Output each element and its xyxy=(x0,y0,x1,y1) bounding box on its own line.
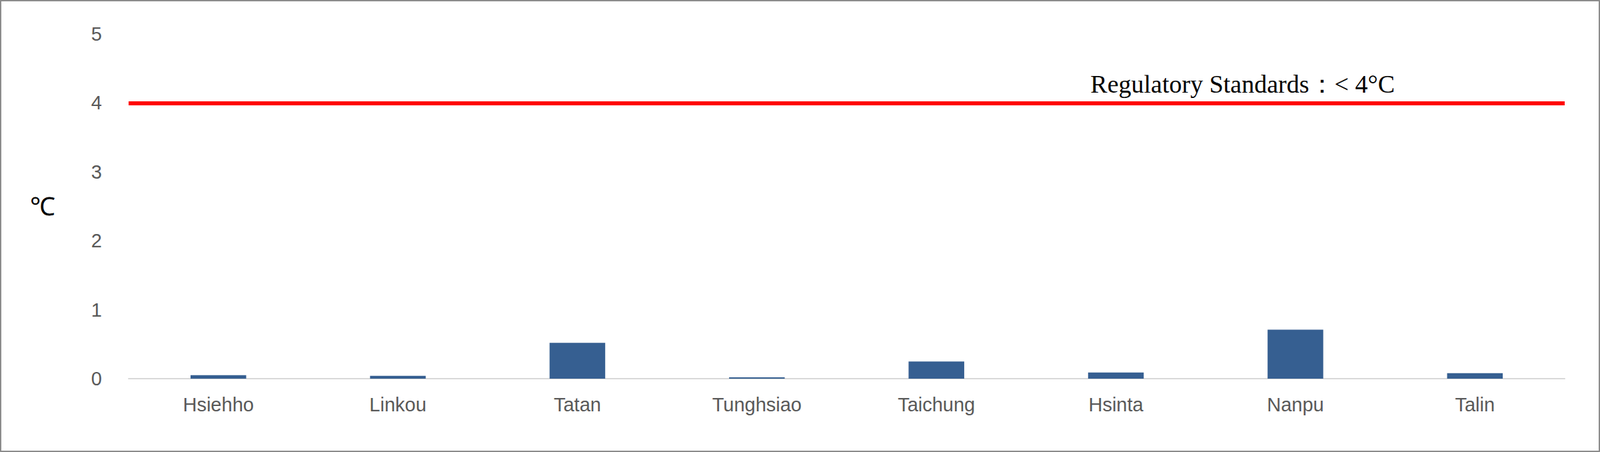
svg-text:Linkou: Linkou xyxy=(369,393,426,416)
svg-text:2: 2 xyxy=(91,229,102,252)
svg-text:3: 3 xyxy=(91,161,102,183)
svg-text:Tunghsiao: Tunghsiao xyxy=(712,393,802,416)
svg-text:Nanpu: Nanpu xyxy=(1266,393,1324,416)
svg-text:Hsiehho: Hsiehho xyxy=(182,393,254,416)
svg-text:1: 1 xyxy=(91,299,102,321)
svg-text:0: 0 xyxy=(91,367,102,390)
svg-text:5: 5 xyxy=(91,23,102,45)
svg-text:℃: ℃ xyxy=(29,192,56,221)
svg-text:4: 4 xyxy=(91,91,102,114)
svg-text:Talin: Talin xyxy=(1454,393,1495,416)
svg-text:Taichung: Taichung xyxy=(897,393,975,416)
svg-text:Regulatory Standards：< 4°C: Regulatory Standards：< 4°C xyxy=(1090,69,1395,98)
svg-text:Hsinta: Hsinta xyxy=(1088,393,1144,416)
svg-text:Tatan: Tatan xyxy=(553,393,602,416)
